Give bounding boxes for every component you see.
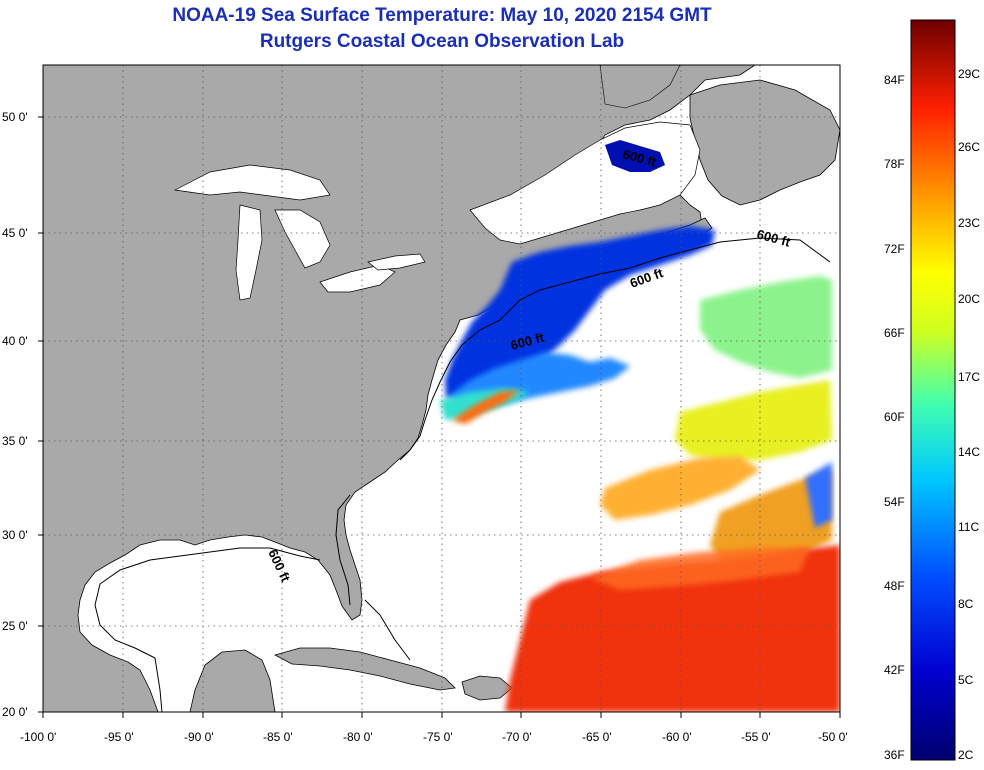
sst-mid-orange [600,456,760,520]
lon-label: -85 0' [263,730,293,744]
colorbar-c-label: 11C [958,520,980,534]
colorbar-c-label: 5C [958,673,974,687]
colorbar-f-label: 42F [884,663,905,677]
lon-label: -50 0' [818,730,848,744]
lon-label: -55 0' [741,730,771,744]
sst-east-blue [805,462,832,528]
colorbar-f-label: 60F [884,410,905,424]
sst-shelf-cold [445,226,715,398]
isobath-600ft [94,237,831,713]
colorbar-c-label: 20C [958,292,981,306]
map-title: NOAA-19 Sea Surface Temperature: May 10,… [172,5,712,26]
sst-south-orange [590,548,810,590]
lat-label: 25 0' [2,619,28,633]
colorbar-c-label: 26C [958,140,981,154]
colorbar-f-label: 48F [884,579,905,593]
lat-label: 30 0' [2,528,28,542]
colorbar-c-label: 23C [958,216,981,230]
colorbar-f-label: 78F [884,157,905,171]
sst-gulf-stlawrence-blue [605,140,665,172]
lon-label: -70 0' [502,730,532,744]
lat-lon-grid [43,65,840,712]
lat-label: 45 0' [2,226,28,240]
colorbar-c-label: 17C [958,370,981,384]
colorbar-f-label: 72F [884,242,905,256]
lat-label: 40 0' [2,334,28,348]
lon-label: -100 0' [20,730,57,744]
sst-mid-orange2 [710,470,832,568]
colorbar-f-label: 84F [884,73,905,87]
colorbar-c-label: 8C [958,597,974,611]
land-hispaniola [461,675,513,701]
great-lakes [173,164,426,301]
land-yucatan [189,649,276,712]
sst-gulfstream-edge [452,390,520,424]
map-subtitle: Rutgers Coastal Ocean Observation Lab [259,31,625,52]
colorbar-f-label: 36F [884,748,905,762]
axis-ticks [38,116,841,718]
colorbar [910,19,956,761]
colorbar-f-label: 54F [884,495,905,509]
land-newfoundland [689,79,840,206]
lon-label: -60 0' [662,730,692,744]
lon-label: -65 0' [582,730,612,744]
colorbar-f-label: 66F [884,326,905,340]
colorbar-c-label: 29C [958,67,981,81]
sst-south-warm [505,545,840,712]
lon-label: -90 0' [184,730,214,744]
lon-label: -80 0' [343,730,373,744]
colorbar-c-label: 2C [958,748,974,762]
lat-label: 35 0' [2,434,28,448]
sst-mid-green [700,276,832,378]
colorbar-c-label: 14C [958,445,981,459]
land-cuba [273,647,456,691]
lat-label: 20 0' [2,705,28,719]
lat-label: 50 0' [2,110,28,124]
lon-label: -95 0' [104,730,134,744]
sst-mid-yellow [675,380,832,462]
land-labrador [599,65,681,109]
lon-label: -75 0' [423,730,453,744]
